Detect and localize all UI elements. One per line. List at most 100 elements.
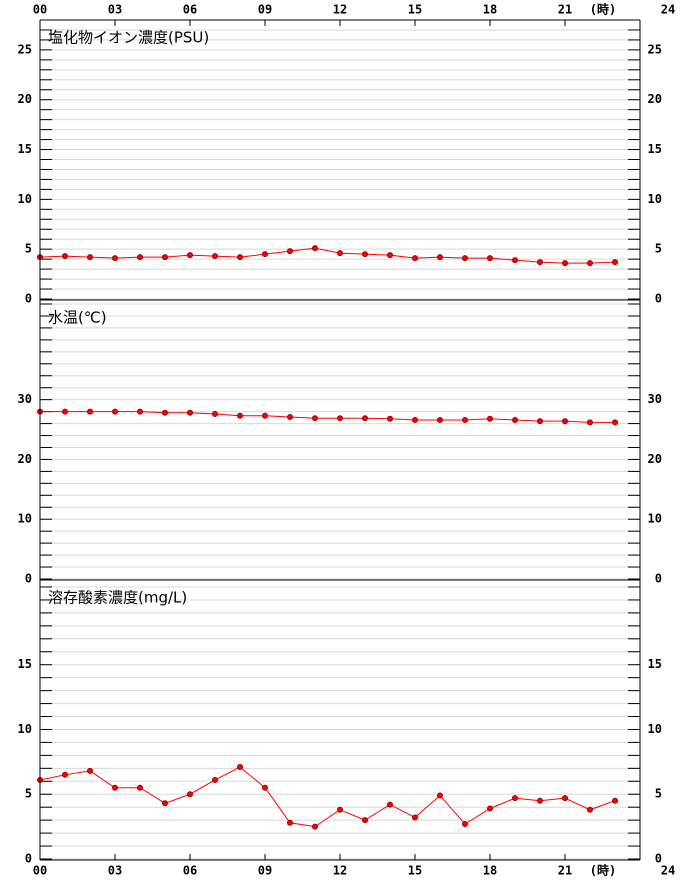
chart-title: 塩化物イオン濃度(PSU) — [48, 29, 209, 47]
point — [487, 805, 493, 812]
point — [337, 415, 343, 422]
point — [287, 248, 293, 255]
x-tick-label: 24 — [661, 3, 675, 17]
x-tick-label: 00 — [33, 864, 47, 878]
x-tick-label: 09 — [258, 3, 272, 17]
point — [387, 801, 393, 808]
point — [312, 245, 318, 252]
point — [262, 784, 268, 791]
y-tick-label: 0 — [25, 292, 32, 306]
x-tick-label: 15 — [408, 3, 422, 17]
point — [612, 259, 618, 266]
x-tick-label: 18 — [483, 864, 497, 878]
y-tick-label: 0 — [25, 572, 32, 586]
y-tick-label: 15 — [18, 142, 32, 156]
point — [487, 415, 493, 422]
point — [212, 411, 218, 418]
y-tick-label: 5 — [655, 242, 662, 256]
point — [237, 254, 243, 261]
x-unit: (時) — [590, 863, 616, 878]
y-tick-label: 10 — [648, 512, 662, 526]
y-tick-label: 30 — [648, 392, 662, 406]
y-tick-label: 30 — [18, 392, 32, 406]
point — [537, 418, 543, 425]
point — [237, 764, 243, 771]
point — [537, 797, 543, 804]
y-tick-label: 20 — [18, 452, 32, 466]
line — [40, 411, 615, 423]
point — [187, 409, 193, 416]
y-tick-label: 25 — [648, 42, 662, 56]
point — [287, 819, 293, 826]
line — [39, 247, 616, 264]
point — [587, 419, 593, 426]
point — [212, 253, 218, 260]
point — [312, 823, 318, 830]
point — [262, 412, 268, 419]
x-unit: (時) — [590, 2, 616, 17]
point — [87, 767, 93, 774]
point — [587, 806, 593, 813]
point — [612, 419, 618, 426]
y-tick-label: 10 — [18, 192, 32, 206]
x-tick-label: 21 — [558, 3, 572, 17]
x-tick-label: 15 — [408, 864, 422, 878]
y-tick-label: 10 — [18, 512, 32, 526]
x-tick-label: 06 — [183, 3, 197, 17]
point — [562, 260, 568, 267]
x-tick-label: 09 — [258, 864, 272, 878]
point — [312, 415, 318, 422]
point — [462, 416, 468, 423]
point — [137, 784, 143, 791]
point — [87, 408, 93, 415]
y-tick-label: 0 — [25, 852, 32, 866]
point — [62, 408, 68, 415]
chart-title: 水温(℃) — [48, 309, 107, 327]
point — [412, 416, 418, 423]
point — [212, 776, 218, 783]
point — [162, 800, 168, 807]
point — [462, 821, 468, 828]
x-tick-label: 12 — [333, 3, 347, 17]
point — [337, 250, 343, 257]
y-tick-label: 0 — [655, 572, 662, 586]
point — [512, 257, 518, 264]
point — [562, 795, 568, 802]
y-tick-label: 15 — [18, 657, 32, 671]
y-tick-label: 5 — [655, 787, 662, 801]
point — [137, 254, 143, 261]
point — [462, 255, 468, 262]
y-tick-label: 20 — [648, 92, 662, 106]
point — [437, 254, 443, 261]
point — [262, 251, 268, 258]
point — [112, 784, 118, 791]
point — [287, 413, 293, 420]
x-tick-label: 03 — [108, 3, 122, 17]
x-tick-label: 24 — [661, 864, 675, 878]
point — [487, 255, 493, 262]
y-tick-label: 20 — [18, 92, 32, 106]
point — [362, 817, 368, 824]
y-tick-label: 10 — [648, 192, 662, 206]
point — [512, 416, 518, 423]
point — [62, 253, 68, 260]
y-tick-label: 25 — [18, 42, 32, 56]
point — [437, 416, 443, 423]
y-tick-label: 0 — [655, 292, 662, 306]
y-tick-label: 5 — [25, 787, 32, 801]
x-tick-label: 06 — [183, 864, 197, 878]
point — [387, 252, 393, 259]
point — [112, 255, 118, 262]
point — [87, 254, 93, 261]
point — [337, 806, 343, 813]
point — [187, 252, 193, 259]
point — [137, 408, 143, 415]
y-tick-label: 5 — [25, 242, 32, 256]
point — [412, 255, 418, 262]
point — [162, 254, 168, 261]
point — [362, 415, 368, 422]
point — [562, 418, 568, 425]
x-tick-label: 12 — [333, 864, 347, 878]
